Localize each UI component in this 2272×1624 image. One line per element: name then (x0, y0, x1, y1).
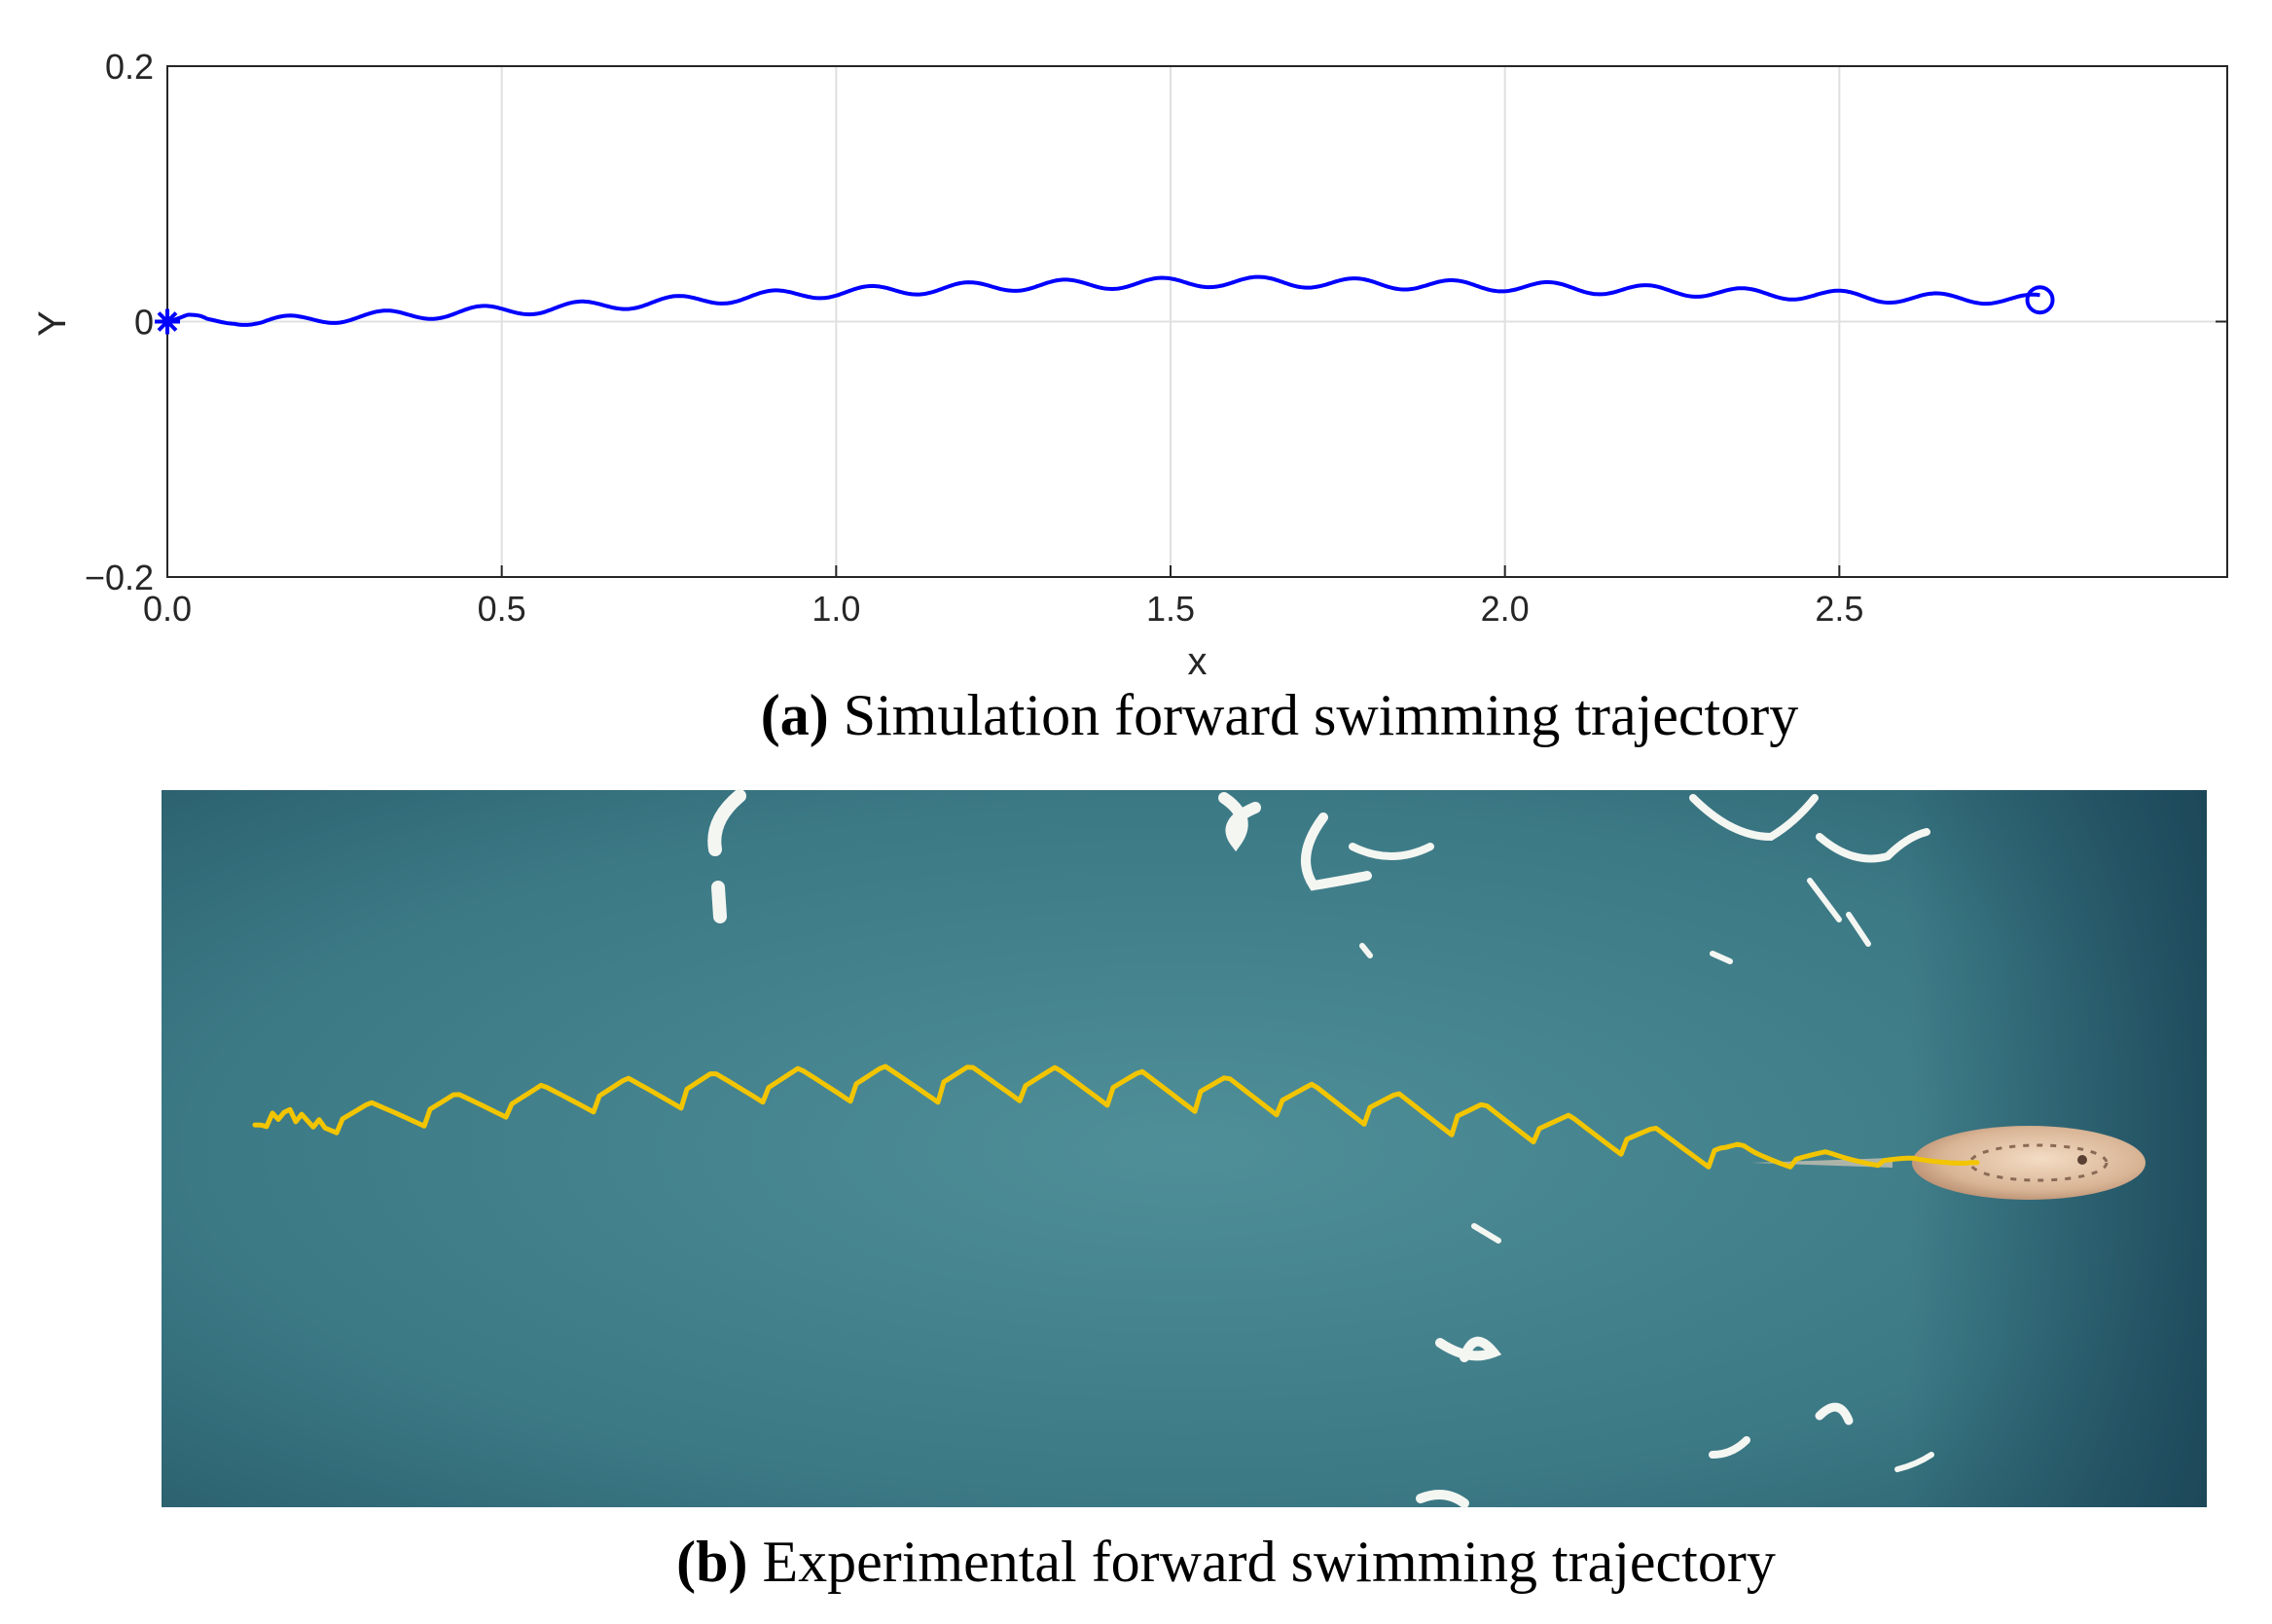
reflection-8 (1807, 878, 1842, 922)
x-tick-label: 0.0 (143, 589, 192, 629)
reflection-3 (1218, 792, 1261, 852)
x-tick-label: 1.5 (1146, 589, 1195, 629)
x-tick-label: 2.5 (1815, 589, 1863, 629)
robot-body (1912, 1126, 2146, 1200)
reflection-16 (1894, 1452, 1934, 1472)
experimental-trajectory (252, 1064, 1980, 1170)
start-marker-stroke (157, 311, 178, 332)
y-axis-label: Y (31, 310, 74, 337)
reflection-5 (1349, 843, 1434, 860)
end-marker (2025, 285, 2055, 315)
reflection-7 (1816, 828, 1930, 863)
reflection-12 (1435, 1336, 1502, 1362)
y-tick-label: 0.2 (105, 47, 154, 87)
start-marker (155, 308, 180, 335)
water-background (162, 790, 2207, 1507)
reflection-10 (1710, 951, 1733, 964)
reflection-2 (711, 881, 727, 923)
reflection-15 (1416, 1490, 1469, 1508)
x-tick-label: 0.5 (478, 589, 526, 629)
caption-b: (b) Experimental forward swimming trajec… (676, 1530, 1776, 1594)
markers (155, 285, 2055, 335)
reflection-9 (1846, 912, 1871, 947)
robot-eye (2077, 1155, 2087, 1165)
caption-a-label: (a) (761, 683, 829, 747)
reflection-14 (1709, 1436, 1750, 1459)
reflection-13 (1815, 1402, 1854, 1426)
x-tick-label: 1.0 (811, 589, 860, 629)
reflection-4 (1301, 812, 1372, 891)
reflection-6 (1689, 794, 1819, 842)
x-tick-label: 2.0 (1481, 589, 1530, 629)
robot-detail (1968, 1143, 2109, 1182)
caption-a: (a) Simulation forward swimming trajecto… (761, 683, 1798, 747)
trajectory-line (166, 274, 2040, 327)
x-axis-label: x (1188, 640, 1208, 683)
reflection-17 (1471, 1223, 1501, 1244)
chart-a: 0.0 0.5 1.0 1.5 2.0 2.5 −0.2 0 0.2 x Y (31, 47, 2228, 683)
caption-b-text: Experimental forward swimming trajectory (748, 1530, 1776, 1594)
caption-b-label: (b) (676, 1530, 747, 1594)
caption-a-text: Simulation forward swimming trajectory (829, 683, 1798, 747)
ticks: 0.0 0.5 1.0 1.5 2.0 2.5 −0.2 0 0.2 (85, 47, 2227, 629)
y-tick-label: −0.2 (85, 558, 154, 597)
reflection-11 (1359, 943, 1373, 958)
reflection-1 (707, 789, 746, 856)
photo-b (162, 789, 2207, 1508)
y-tick-label: 0 (134, 303, 154, 343)
light-reflections (707, 789, 1934, 1508)
